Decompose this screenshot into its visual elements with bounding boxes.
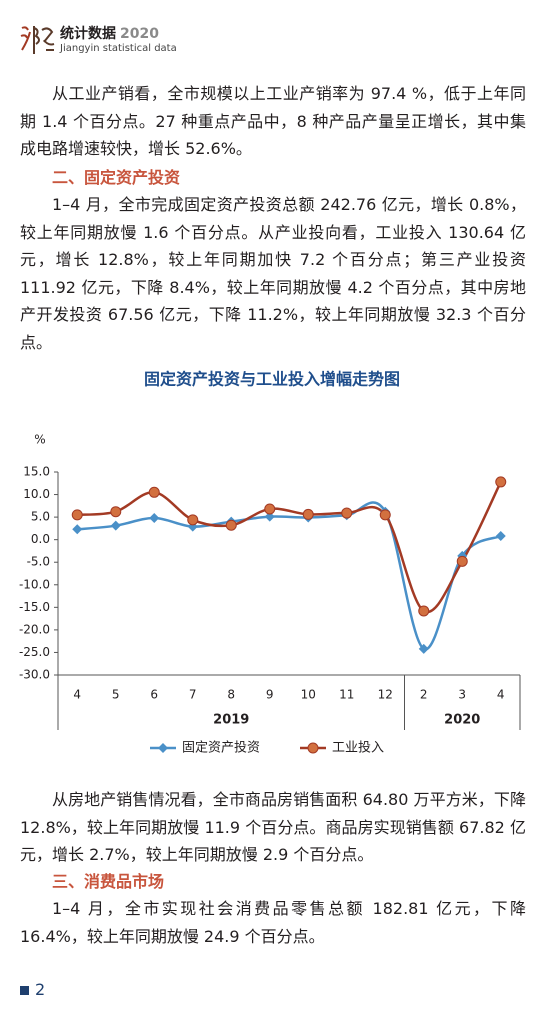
y-tick-label: 0.0 — [31, 532, 50, 546]
paragraph: 从房地产销售情况看，全市商品房销售面积 64.80 万平方米，下降 12.8%，… — [20, 790, 526, 864]
data-point — [264, 511, 275, 522]
y-tick-label: -15.0 — [19, 600, 50, 614]
x-tick-label: 10 — [301, 688, 316, 702]
legend-marker — [307, 742, 319, 754]
y-tick-label: -10.0 — [19, 577, 50, 591]
data-point — [225, 519, 237, 531]
data-point — [148, 486, 160, 498]
legend-label: 固定资产投资 — [182, 740, 260, 756]
y-tick-label: 15.0 — [23, 465, 50, 479]
group-label: 2019 — [213, 713, 249, 728]
title: 统计数据 — [60, 26, 116, 42]
paragraph: 从工业产销看，全市规模以上工业产销率为 97.4 %，低于上年同期 1.4 个百… — [20, 84, 526, 158]
data-point — [379, 509, 391, 521]
section-heading: 三、消费品市场 — [52, 872, 165, 891]
x-tick-label: 4 — [497, 688, 505, 702]
y-tick-label: -30.0 — [19, 668, 50, 682]
x-tick-label: 7 — [189, 688, 197, 702]
y-tick-label: 10.0 — [23, 487, 50, 501]
data-point — [71, 509, 83, 521]
x-tick-label: 9 — [266, 688, 274, 702]
series-line — [77, 481, 502, 614]
data-point — [418, 605, 430, 617]
chart-title: 固定资产投资与工业投入增幅走势图 — [144, 370, 400, 389]
x-tick-label: 11 — [339, 688, 354, 702]
paragraph: 1–4 月，全市完成固定资产投资总额 242.76 亿元，增长 0.8%，较上年… — [20, 195, 526, 352]
y-tick-label: -5.0 — [27, 555, 50, 569]
data-point — [72, 524, 83, 535]
data-point — [110, 520, 121, 531]
y-tick-label: -20.0 — [19, 622, 50, 636]
data-point — [187, 514, 199, 526]
section-heading: 二、固定资产投资 — [52, 168, 181, 187]
footer: 2 — [20, 980, 45, 999]
page-number: 2 — [35, 980, 46, 999]
legend-label: 工业投入 — [332, 740, 384, 756]
logo — [20, 26, 55, 54]
y-tick-label: 5.0 — [31, 510, 50, 524]
data-point — [302, 508, 314, 520]
header: 统计数据 2020 Jiangyin statistical data — [18, 20, 318, 60]
data-point — [341, 507, 353, 519]
data-point — [264, 503, 276, 515]
footer-square — [20, 986, 29, 995]
data-point — [495, 531, 506, 542]
y-tick-label: -25.0 — [19, 645, 50, 659]
series-line — [77, 501, 502, 651]
header-subtitle: Jiangyin statistical data — [60, 43, 177, 54]
year: 2020 — [120, 26, 159, 42]
data-point — [110, 506, 122, 518]
x-tick-label: 2 — [420, 688, 428, 702]
data-point — [149, 513, 160, 524]
y-unit: % — [34, 433, 45, 447]
group-label: 2020 — [444, 713, 480, 728]
chart: 固定资产投资与工业投入增幅走势图 % 15.0 10.0 5.0 0.0 -5.0 -10… — [19, 370, 521, 756]
x-tick-label: 4 — [73, 688, 81, 702]
x-tick-label: 6 — [150, 688, 158, 702]
data-point — [495, 476, 507, 488]
x-tick-label: 5 — [112, 688, 120, 702]
x-tick-label: 8 — [227, 688, 235, 702]
x-tick-label: 12 — [378, 688, 393, 702]
legend-marker — [158, 743, 168, 753]
data-point — [418, 643, 429, 654]
x-tick-label: 3 — [458, 688, 466, 702]
data-point — [456, 555, 468, 567]
header-title: 统计数据 2020 — [60, 23, 159, 43]
paragraph: 1–4 月，全市实现社会消费品零售总额 182.81 亿元，下降 16.4%，较… — [20, 899, 526, 946]
